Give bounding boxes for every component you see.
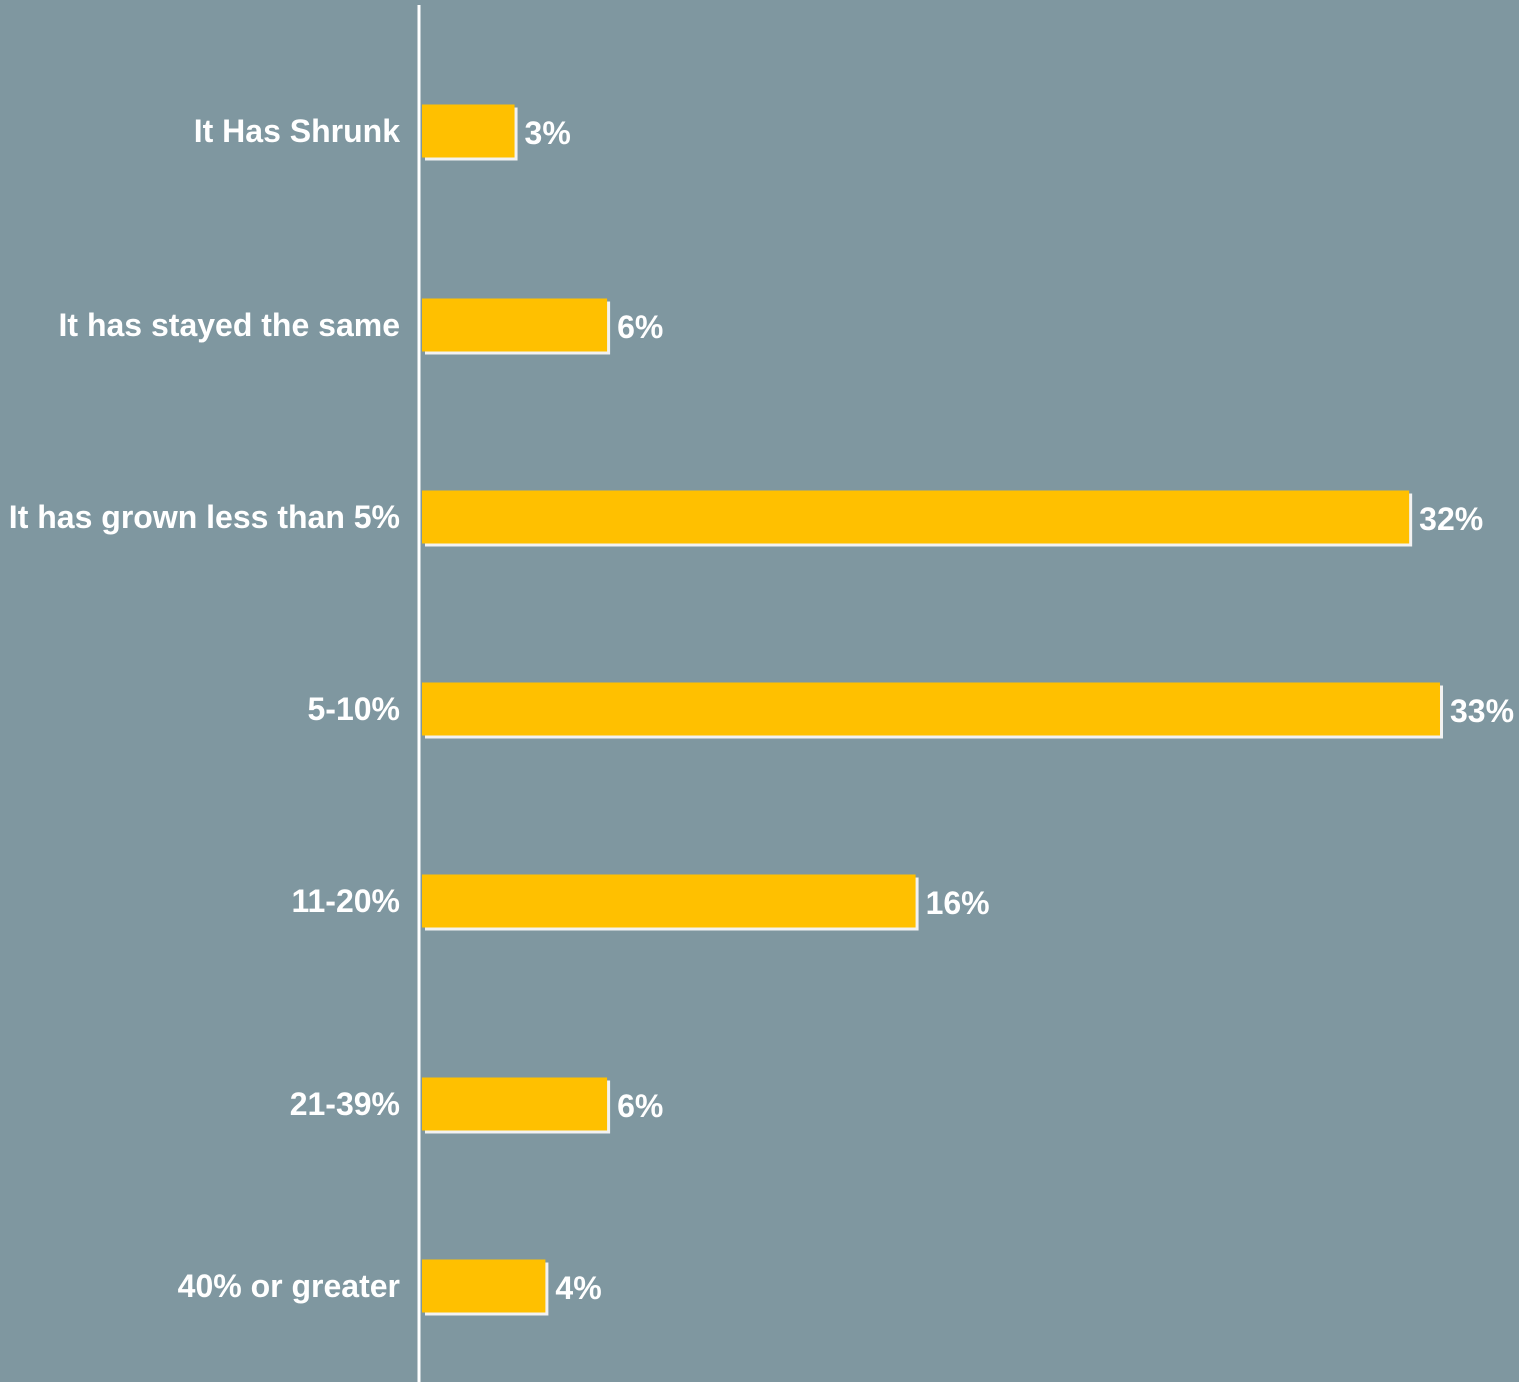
bars-layer xyxy=(422,104,1443,1316)
value-label-2: 32% xyxy=(1419,501,1483,537)
value-label-1: 6% xyxy=(617,309,663,345)
category-label-5: 21-39% xyxy=(290,1086,400,1122)
bar-0 xyxy=(422,104,515,158)
bar-6 xyxy=(422,1259,546,1313)
category-label-4: 11-20% xyxy=(291,883,400,919)
category-label-0: It Has Shrunk xyxy=(194,113,400,149)
value-label-0: 3% xyxy=(525,115,571,151)
bar-2 xyxy=(422,490,1410,544)
category-label-3: 5-10% xyxy=(308,691,401,727)
labels-layer: It Has Shrunk 3% It has stayed the same 6% I… xyxy=(9,113,1514,1306)
value-label-4: 16% xyxy=(926,885,990,921)
bar-3 xyxy=(422,682,1440,736)
bar-4 xyxy=(422,874,916,928)
category-label-1: It has stayed the same xyxy=(59,307,400,343)
value-label-3: 33% xyxy=(1450,693,1514,729)
category-label-6: 40% or greater xyxy=(178,1268,400,1304)
bar-5 xyxy=(422,1077,608,1131)
value-label-5: 6% xyxy=(617,1088,663,1124)
value-label-6: 4% xyxy=(555,1270,601,1306)
category-label-2: It has grown less than 5% xyxy=(9,499,400,535)
bar-1 xyxy=(422,298,608,352)
